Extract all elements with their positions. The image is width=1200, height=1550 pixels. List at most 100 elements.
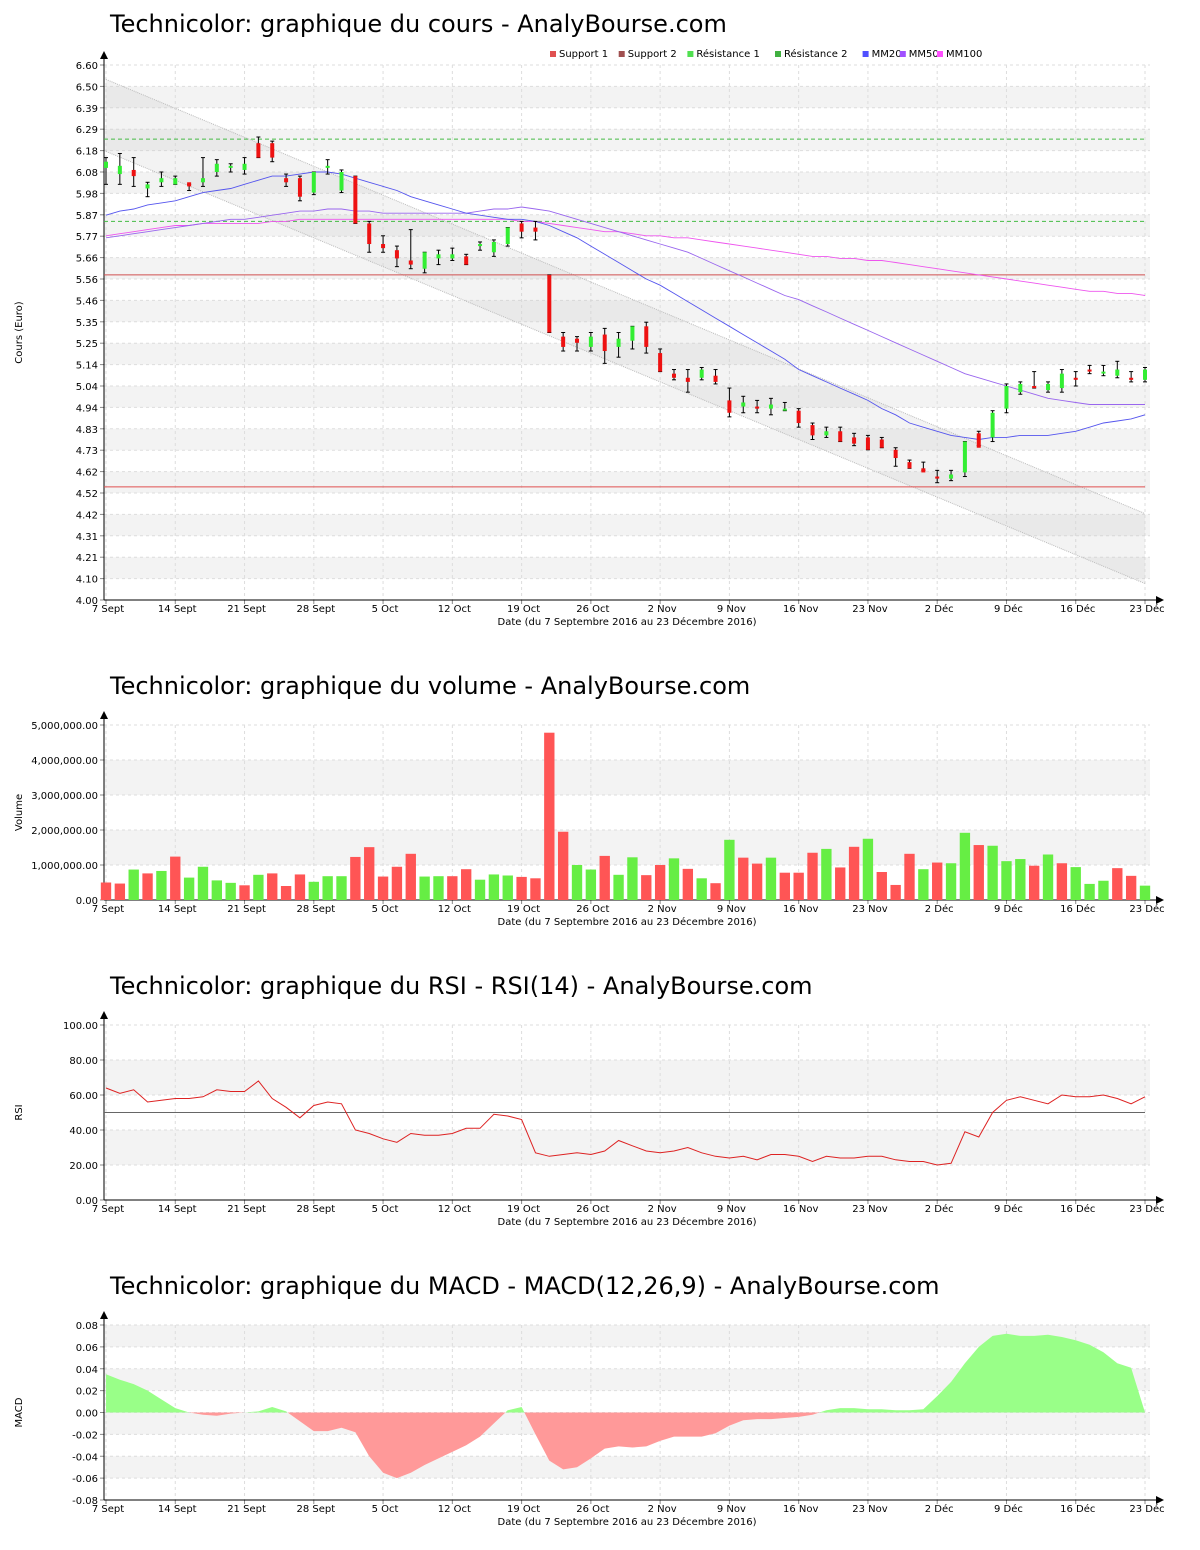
x-tick-label: 5 Oct: [372, 904, 399, 915]
candle-body: [671, 373, 676, 378]
candle-body: [159, 178, 164, 183]
volume-bar: [696, 878, 707, 900]
y-tick-label: 0.08: [76, 1321, 98, 1332]
x-tick-label: 7 Sept: [92, 604, 124, 615]
x-axis-arrow: [1156, 596, 1164, 604]
y-tick-label: 4.94: [76, 403, 98, 414]
y-tick-label: 6.39: [76, 104, 98, 115]
y-tick-label: 5.04: [76, 382, 98, 393]
volume-bar: [225, 882, 236, 900]
x-axis-label: Date (du 7 Septembre 2016 au 23 Décembre…: [498, 616, 757, 628]
y-tick-label: 5.56: [76, 275, 98, 286]
volume-bar: [364, 847, 375, 900]
candle-body: [367, 223, 372, 245]
x-axis-label: Date (du 7 Septembre 2016 au 23 Décembre…: [498, 916, 757, 928]
candle-body: [616, 338, 621, 347]
candle-body: [949, 474, 954, 479]
volume-bar: [904, 853, 915, 900]
y-tick-label: -0.08: [72, 1496, 98, 1507]
x-tick-label: 26 Oct: [576, 904, 609, 915]
candle-body: [228, 165, 233, 168]
rsi-chart-panel: Technicolor: graphique du RSI - RSI(14) …: [0, 972, 1200, 1242]
candle-body: [505, 227, 510, 245]
legend-swatch: [687, 51, 694, 57]
volume-bar: [1125, 875, 1137, 900]
x-tick-label: 5 Oct: [372, 604, 399, 615]
x-tick-label: 12 Oct: [438, 1504, 471, 1515]
volume-bar: [474, 879, 486, 900]
candle-body: [782, 408, 787, 411]
grid-band: [104, 257, 1150, 279]
y-tick-label: 0.00: [76, 1409, 98, 1420]
macd-area-negative: [106, 1412, 1145, 1479]
x-tick-label: 19 Oct: [507, 1204, 540, 1215]
y-axis-arrow: [100, 711, 108, 719]
x-tick-label: 14 Sept: [158, 604, 197, 615]
x-tick-label: 23 Nov: [852, 604, 888, 615]
grid-band: [104, 300, 1150, 322]
grid-band: [104, 1325, 1150, 1347]
x-tick-label: 9 Déc: [994, 1203, 1023, 1215]
legend-label: Support 1: [559, 49, 608, 60]
volume-bar: [932, 862, 943, 900]
candle-body: [935, 476, 940, 479]
candle-body: [200, 178, 205, 183]
y-tick-label: 6.50: [76, 82, 98, 93]
legend-label: MM50: [909, 49, 939, 60]
volume-bar: [557, 831, 569, 900]
x-tick-label: 19 Oct: [507, 904, 540, 915]
candle-body: [131, 169, 136, 177]
x-tick-label: 12 Oct: [438, 904, 471, 915]
candle-body: [588, 336, 593, 347]
volume-bar: [100, 882, 112, 900]
volume-bar: [447, 876, 458, 900]
legend-swatch: [618, 51, 625, 57]
volume-bar: [724, 839, 735, 900]
volume-bar: [793, 872, 804, 900]
y-tick-label: 5,000,000.00: [31, 721, 98, 732]
candle-body: [741, 402, 746, 407]
grid-band: [104, 760, 1150, 795]
volume-bar: [613, 874, 624, 900]
volume-bar: [959, 832, 971, 900]
candle-body: [284, 178, 289, 183]
x-tick-label: 12 Oct: [438, 604, 471, 615]
grid-band: [104, 1368, 1150, 1391]
x-axis-label: Date (du 7 Septembre 2016 au 23 Décembre…: [498, 1516, 757, 1528]
volume-bar: [433, 876, 444, 900]
volume-bar: [835, 867, 846, 900]
volume-bar: [1112, 868, 1123, 900]
candle-body: [519, 223, 524, 232]
x-tick-label: 2 Nov: [648, 1204, 677, 1215]
candle-body: [976, 433, 981, 448]
x-tick-label: 23 Nov: [852, 904, 888, 915]
volume-bar: [156, 870, 167, 900]
x-tick-label: 23 Nov: [852, 1504, 888, 1515]
y-tick-label: 0.04: [76, 1365, 98, 1376]
candle-body: [810, 425, 815, 436]
x-tick-label: 2 Nov: [648, 604, 677, 615]
volume-bar: [1028, 865, 1040, 900]
candle-body: [408, 260, 413, 265]
legend-label: MM20: [872, 49, 902, 60]
x-axis-arrow: [1156, 1196, 1164, 1204]
macd-area-positive: [106, 1333, 1145, 1413]
volume-bar: [142, 873, 153, 900]
candle-body: [173, 178, 178, 185]
y-axis-label: Volume: [14, 794, 25, 831]
volume-bar: [114, 883, 126, 900]
y-tick-label: 6.08: [76, 168, 98, 179]
candle-body: [1004, 386, 1009, 409]
volume-bar: [1056, 863, 1068, 900]
grid-band: [104, 1060, 1150, 1095]
volume-bar: [918, 869, 929, 900]
candle-body: [478, 244, 483, 247]
y-tick-label: 4.21: [76, 553, 98, 564]
candle-body: [436, 254, 441, 259]
chart-title: Technicolor: graphique du MACD - MACD(12…: [110, 1272, 940, 1300]
volume-bar: [405, 853, 416, 900]
candle-body: [713, 375, 718, 382]
grid-band: [104, 386, 1150, 408]
volume-bar: [128, 869, 139, 900]
grid-band: [104, 86, 1150, 108]
